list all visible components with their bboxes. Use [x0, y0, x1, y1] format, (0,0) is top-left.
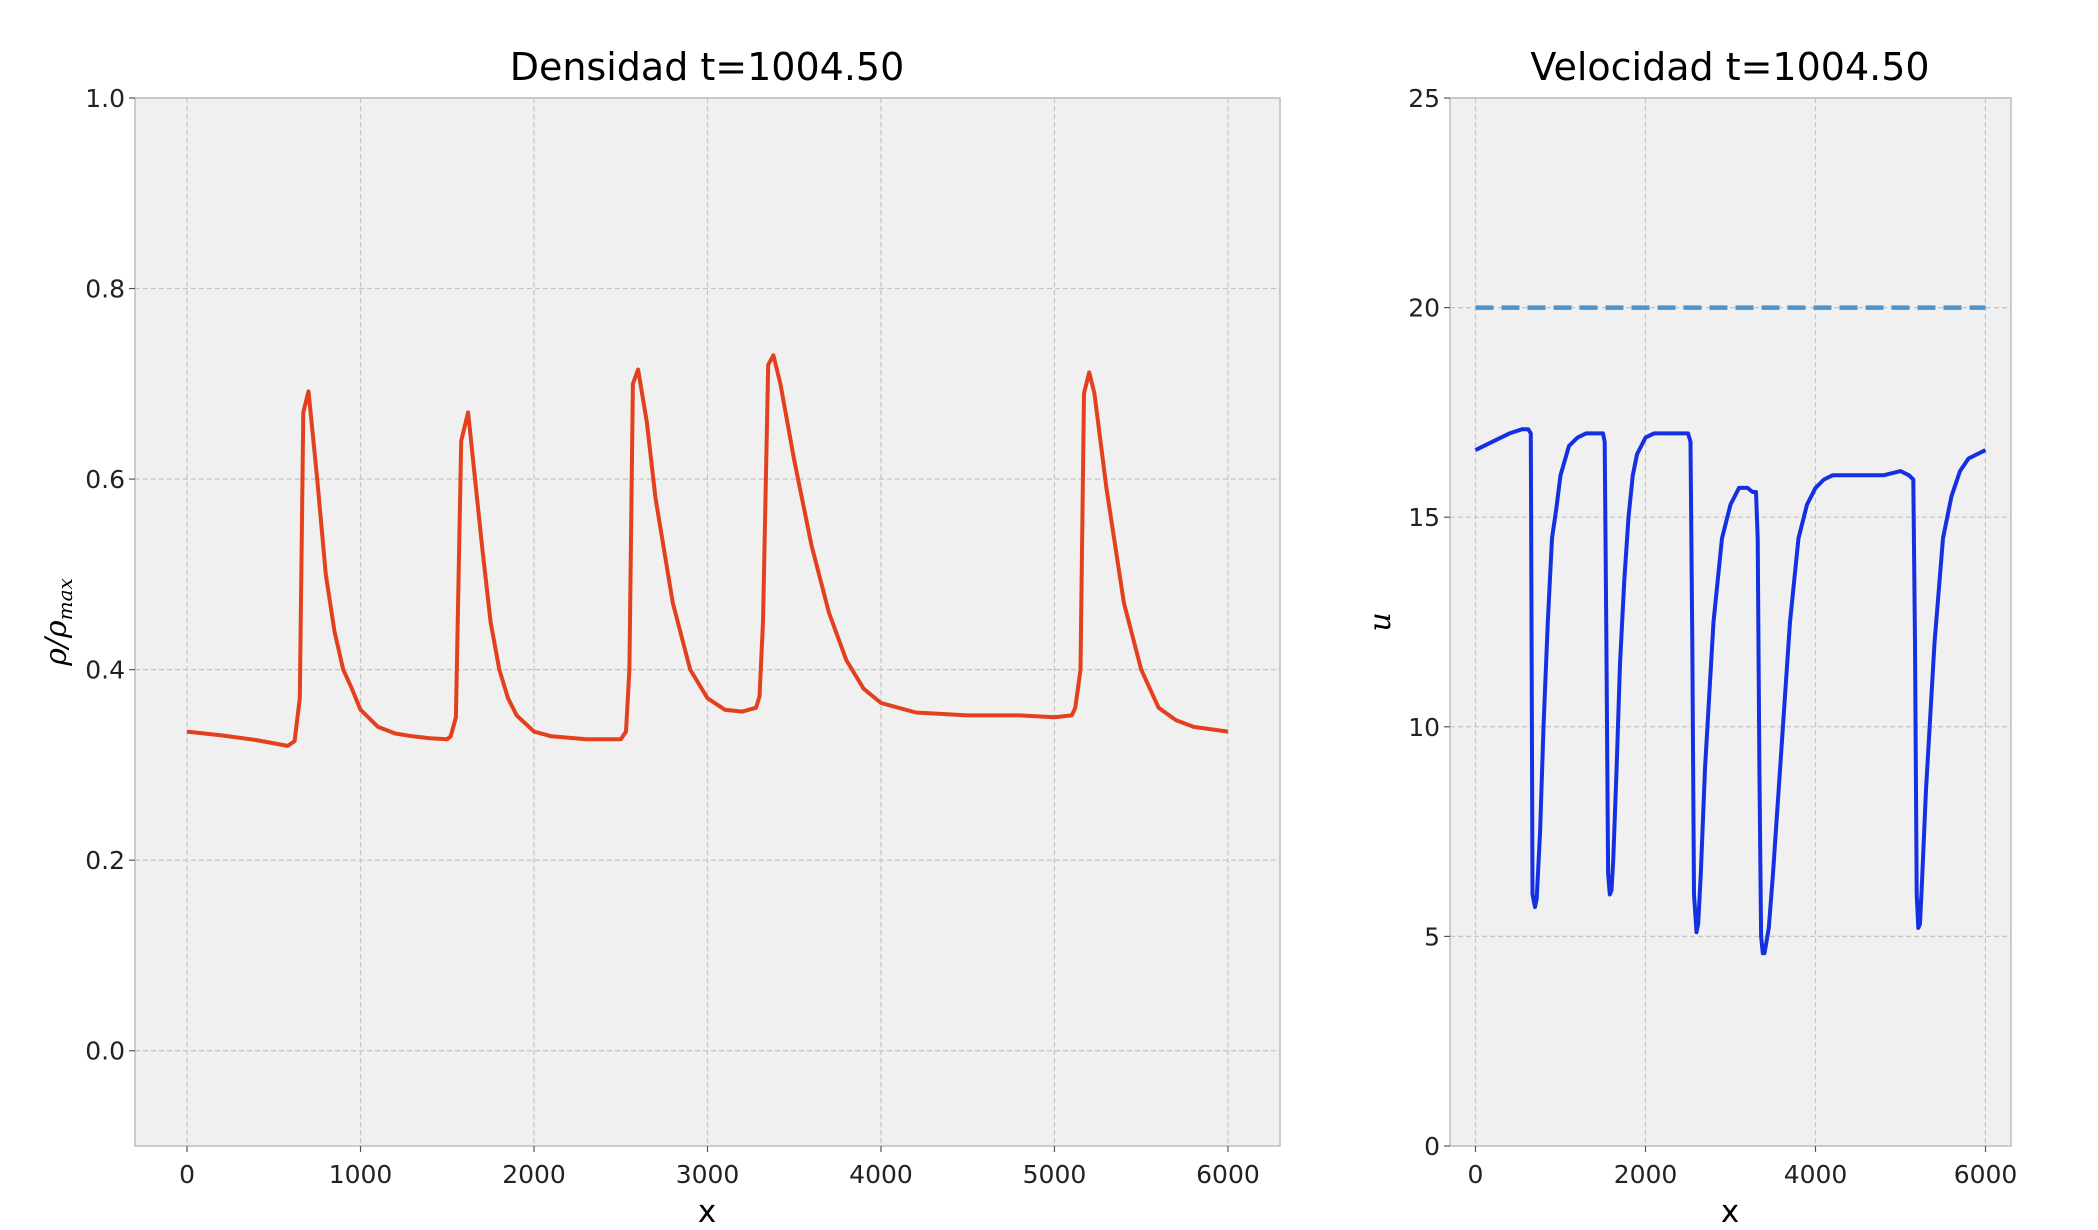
velocity-title: Velocidad t=1004.50 — [1530, 45, 1929, 89]
density-x-tick-label: 5000 — [1023, 1160, 1087, 1189]
velocity-y-tick-label: 10 — [1408, 713, 1440, 742]
density-x-tick-label: 2000 — [502, 1160, 566, 1189]
density-y-tick-label: 0.4 — [85, 656, 125, 685]
density-y-label-subscript: max — [53, 578, 77, 620]
velocity-x-tick-label: 4000 — [1784, 1160, 1848, 1189]
density-y-tick-label: 0.2 — [85, 846, 125, 875]
velocity-x-ticks: 0 2000 4000 6000 — [1468, 1146, 2018, 1189]
density-x-tick-label: 1000 — [329, 1160, 393, 1189]
velocity-x-tick-label: 6000 — [1954, 1160, 2018, 1189]
velocity-y-tick-label: 25 — [1408, 84, 1440, 113]
density-y-tick-label: 1.0 — [85, 84, 125, 113]
density-x-label: x — [698, 1194, 716, 1230]
density-x-tick-label: 4000 — [849, 1160, 913, 1189]
velocity-plot-area — [1450, 98, 2011, 1146]
density-y-tick-label: 0.8 — [85, 275, 125, 304]
velocity-y-tick-label: 0 — [1424, 1132, 1440, 1161]
density-x-tick-label: 3000 — [676, 1160, 740, 1189]
density-y-label-main: ρ/ρ — [39, 620, 74, 667]
velocity-lines — [1474, 305, 1987, 956]
density-title: Densidad t=1004.50 — [510, 45, 905, 89]
velocity-y-tick-label: 5 — [1424, 922, 1440, 951]
density-panel: 0 1000 2000 3000 4000 5000 6000 0.00.20.40.60.… — [39, 45, 1281, 1230]
velocity-y-ticks: 0 5 10 15 20 25 — [1408, 84, 1450, 1161]
density-x-tick-label: 6000 — [1196, 1160, 1260, 1189]
density-x-tick-label: 0 — [179, 1160, 195, 1189]
velocity-panel: 0 2000 4000 6000 0 5 10 15 20 25 Velocidad t=100… — [1363, 45, 2017, 1230]
velocity-x-tick-label: 0 — [1468, 1160, 1484, 1189]
density-x-ticks: 0 1000 2000 3000 4000 5000 6000 — [179, 1146, 1260, 1189]
velocity-y-label: u — [1363, 612, 1398, 631]
velocity-y-tick-label: 15 — [1408, 503, 1440, 532]
density-series-line — [186, 353, 1229, 748]
velocity-x-tick-label: 2000 — [1614, 1160, 1678, 1189]
density-lines — [186, 353, 1229, 748]
velocity-series-line — [1474, 427, 1987, 956]
velocity-frame — [1449, 97, 2012, 1147]
density-y-tick-label: 0.0 — [85, 1037, 125, 1066]
velocity-x-label: x — [1721, 1194, 1739, 1230]
density-y-label: ρ/ρmax — [39, 578, 77, 667]
density-y-ticks: 0.0 0.2 0.4 0.6 0.8 1.0 — [85, 84, 135, 1066]
velocity-y-tick-label: 20 — [1408, 294, 1440, 323]
density-y-tick-label: 0.6 — [85, 465, 125, 494]
